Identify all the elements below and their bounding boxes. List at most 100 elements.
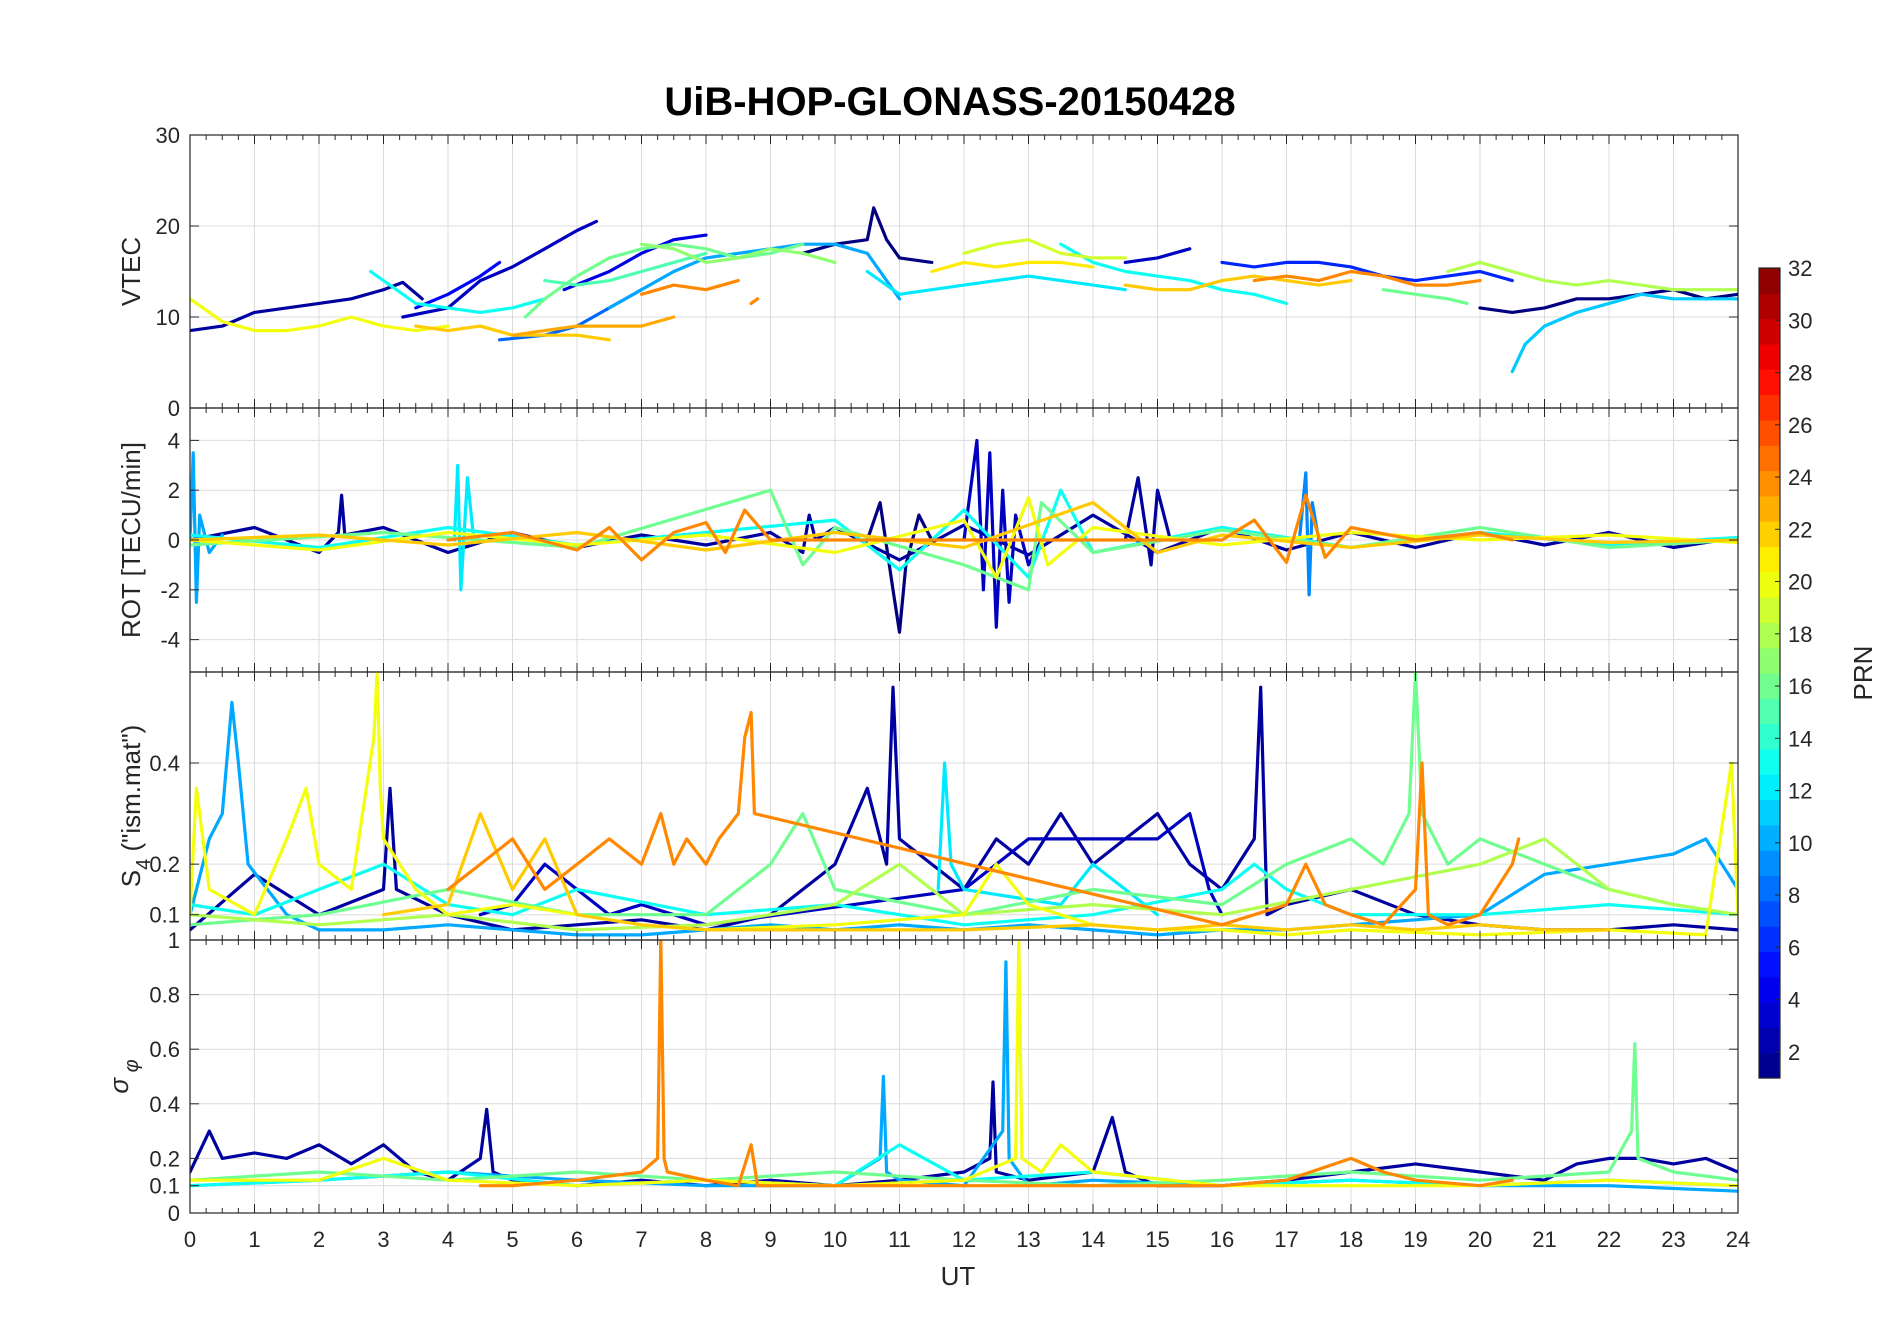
series-prn-10 — [190, 451, 224, 604]
y-axis-label: ROT [TECU/min] — [116, 442, 146, 638]
colorbar-band — [1759, 926, 1780, 953]
colorbar-band — [1759, 1002, 1780, 1028]
colorbar-band — [1759, 850, 1780, 877]
series-prn-10 — [607, 242, 902, 310]
colorbar-band — [1759, 268, 1780, 294]
colorbar-band — [1759, 394, 1780, 421]
series-prn-13 — [190, 862, 1738, 927]
panel-sigma_phi: 00.1 0.2 0.4 0.6 0.8 1 σ φ — [104, 928, 1739, 1226]
colorbar-band — [1759, 1052, 1780, 1079]
x-tick-label: 7 — [635, 1227, 647, 1252]
colorbar-band — [1759, 976, 1780, 1003]
series-prn-2 — [1123, 476, 1172, 567]
x-tick-label: 21 — [1532, 1227, 1556, 1252]
x-tick-label: 16 — [1210, 1227, 1234, 1252]
series-prn-12 — [452, 463, 476, 592]
panel-vtec: 0 10 20 30 VTEC — [116, 123, 1739, 421]
colorbar-band — [1759, 521, 1780, 548]
x-tick-label: 1 — [248, 1227, 260, 1252]
y-tick-label: -2 — [160, 578, 180, 603]
y-tick-label: 0.4 — [149, 751, 180, 776]
x-axis-label: UT — [941, 1261, 976, 1291]
series-prn-24 — [1252, 269, 1482, 287]
series-prn-23 — [510, 315, 676, 337]
series-prn-8 — [498, 288, 644, 342]
colorbar-tick-label: 8 — [1788, 883, 1800, 908]
series-prn-2 — [190, 280, 424, 333]
colorbar-band — [1759, 571, 1780, 598]
series-prn-21 — [930, 260, 1095, 274]
series-prn-16 — [190, 672, 1738, 927]
series-prn-2 — [190, 1080, 1738, 1188]
x-tick-label: 13 — [1016, 1227, 1040, 1252]
series-prn-17 — [639, 242, 837, 264]
colorbar-band — [1759, 647, 1780, 674]
colorbar-tick-label: 10 — [1788, 831, 1812, 856]
colorbar-tick-label: 4 — [1788, 988, 1800, 1013]
colorbar-band — [1759, 774, 1780, 801]
colorbar-band — [1759, 673, 1780, 699]
colorbar-tick-label: 26 — [1788, 413, 1812, 438]
series-sigma_phi — [190, 940, 1738, 1193]
series-prn-12 — [865, 269, 1127, 296]
colorbar-band — [1759, 445, 1780, 472]
y-tick-label: 0 — [168, 1201, 180, 1226]
colorbar-tick-label: 30 — [1788, 308, 1812, 333]
series-s4 — [190, 672, 1738, 937]
series-prn-20 — [190, 940, 1738, 1188]
colorbar-tick-label: 20 — [1788, 570, 1812, 595]
y-tick-label: 0.8 — [149, 983, 180, 1008]
y-axis-label-rest: ("ism.mat") — [116, 725, 146, 859]
x-axis: 0 1 2 3 4 5 6 7 8 9 10 11 12 13 14 15 16 17 18 19 20 21 22 23 24 — [184, 1227, 1750, 1252]
y-axis-label-main: σ — [104, 1077, 134, 1094]
x-tick-label: 20 — [1468, 1227, 1492, 1252]
series-prn-24 — [446, 710, 1521, 927]
y-tick-label: 0.1 — [149, 903, 180, 928]
series-prn-24 — [639, 279, 740, 296]
series-prn-13 — [1059, 242, 1289, 305]
colorbar-band — [1759, 597, 1780, 623]
series-prn-13 — [369, 269, 547, 314]
x-tick-label: 10 — [823, 1227, 847, 1252]
series-prn-24 — [749, 297, 760, 305]
y-tick-label: 20 — [156, 214, 180, 239]
x-tick-label: 6 — [571, 1227, 583, 1252]
colorbar-band — [1759, 293, 1780, 320]
series-prn-22 — [1123, 274, 1353, 292]
x-tick-label: 19 — [1403, 1227, 1427, 1252]
x-tick-label: 3 — [377, 1227, 389, 1252]
x-tick-label: 2 — [313, 1227, 325, 1252]
y-tick-label: 0.2 — [149, 852, 180, 877]
colorbar-band — [1759, 546, 1780, 573]
y-tick-label: -4 — [160, 628, 180, 653]
colorbar-tick-label: 18 — [1788, 622, 1812, 647]
colorbar-band — [1759, 799, 1780, 826]
y-tick-label: 4 — [168, 428, 180, 453]
colorbar-band — [1759, 698, 1780, 725]
x-tick-label: 24 — [1726, 1227, 1750, 1252]
y-axis-label-sub: φ — [121, 1059, 143, 1078]
colorbar-band — [1759, 875, 1780, 902]
series-prn-1 — [1478, 288, 1738, 314]
series-prn-19 — [962, 238, 1127, 260]
panel-rot: -4 -2 0 2 4 ROT [TECU/min] — [116, 407, 1739, 673]
x-tick-label: 22 — [1597, 1227, 1621, 1252]
y-tick-label: 30 — [156, 123, 180, 148]
series-prn-16 — [190, 1042, 1738, 1188]
series-prn-15 — [543, 251, 708, 287]
y-tick-label: 0 — [168, 528, 180, 553]
colorbar-tick-label: 24 — [1788, 465, 1812, 490]
x-tick-label: 9 — [764, 1227, 776, 1252]
series-rot — [190, 438, 1738, 634]
series-prn-11 — [1510, 292, 1738, 374]
x-tick-label: 4 — [442, 1227, 454, 1252]
colorbar-tick-label: 16 — [1788, 674, 1812, 699]
x-tick-label: 17 — [1274, 1227, 1298, 1252]
colorbar-tick-label: 6 — [1788, 935, 1800, 960]
series-prn-5 — [414, 260, 502, 310]
colorbar-tick-label: 22 — [1788, 517, 1812, 542]
y-axis-label-sub: 4 — [133, 859, 155, 870]
